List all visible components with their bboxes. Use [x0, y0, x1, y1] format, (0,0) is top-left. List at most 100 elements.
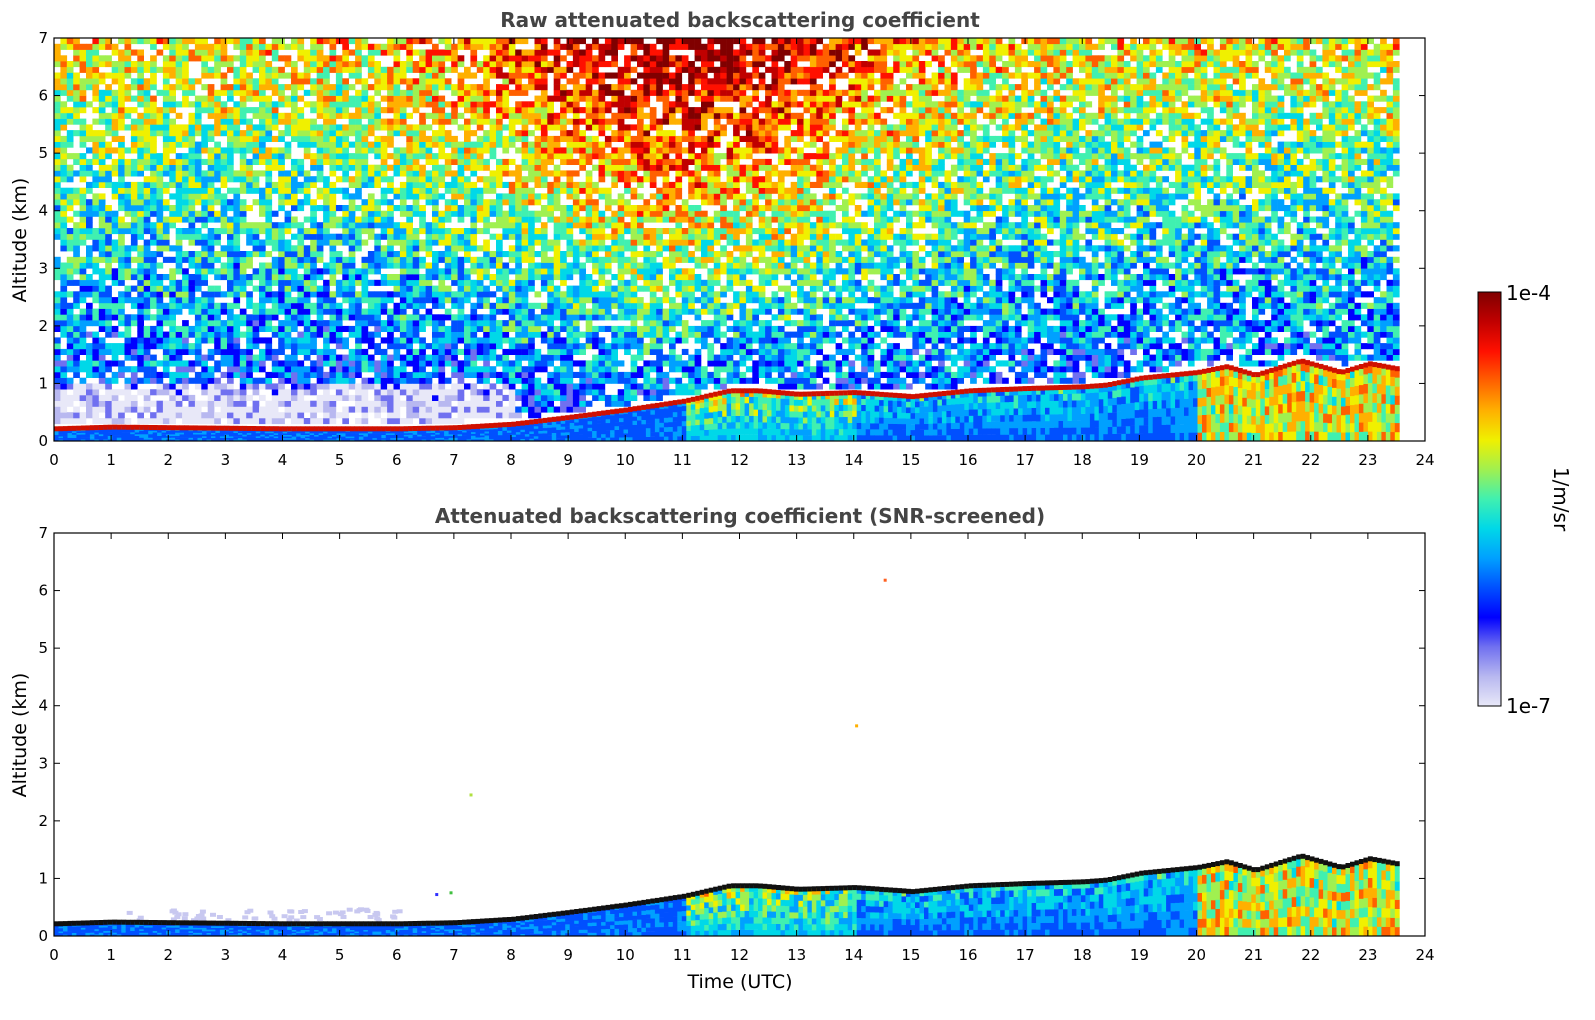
noise-cell [233, 101, 241, 108]
noise-cell [624, 72, 631, 79]
noise-cell [239, 216, 247, 223]
noise-cell [438, 337, 446, 344]
noise-cell [252, 181, 260, 188]
noise-cell [592, 66, 599, 73]
noise-cell [188, 176, 196, 183]
noise-cell [547, 158, 554, 165]
noise-cell [207, 297, 215, 304]
noise-cell [188, 199, 196, 206]
noise-cell [585, 89, 593, 96]
noise-cell [105, 228, 112, 235]
noise-cell [207, 112, 215, 119]
noise-cell [528, 262, 535, 269]
noise-cell [553, 124, 561, 131]
noise-cell [560, 256, 567, 263]
noise-cell [278, 118, 285, 125]
noise-cell [489, 66, 497, 73]
noise-cell [227, 256, 234, 263]
noise-cell [239, 291, 247, 298]
noise-cell [175, 279, 183, 286]
noise-cell [137, 135, 144, 142]
noise-cell [508, 279, 516, 286]
noise-cell [521, 164, 529, 171]
noise-cell [60, 239, 68, 246]
noise-cell [425, 228, 433, 235]
noise-cell [598, 130, 606, 137]
noise-cell [60, 89, 68, 96]
noise-cell [361, 256, 369, 263]
noise-cell [451, 314, 458, 321]
noise-cell [130, 107, 138, 114]
noise-cell [361, 130, 369, 137]
noise-cell [86, 233, 93, 240]
noise-cell [508, 297, 516, 304]
noise-cell [515, 256, 522, 263]
noise-cell [496, 95, 503, 102]
noise-cell [470, 412, 478, 419]
noise-cell [220, 383, 228, 390]
noise-cell [66, 84, 74, 91]
noise-cell [508, 389, 516, 396]
noise-cell [182, 130, 189, 137]
noise-cell [207, 366, 215, 373]
noise-cell [348, 118, 356, 125]
noise-cell [98, 302, 106, 309]
noise-cell [323, 187, 330, 194]
noise-cell [259, 228, 266, 235]
noise-cell [470, 55, 478, 62]
noise-cell [54, 72, 61, 79]
noise-cell [585, 49, 593, 56]
noise-cell [239, 181, 247, 188]
noise-cell [387, 394, 394, 401]
noise-cell [534, 43, 542, 50]
noise-cell [374, 147, 381, 154]
noise-cell [566, 354, 574, 361]
noise-cell [111, 308, 119, 315]
noise-cell [521, 394, 529, 401]
noise-cell [387, 89, 394, 96]
noise-cell [278, 320, 285, 327]
noise-cell [252, 406, 260, 413]
noise-cell [118, 84, 125, 91]
noise-cell [73, 418, 80, 425]
noise-cell [233, 274, 241, 281]
noise-cell [553, 72, 561, 79]
noise-cell [425, 222, 433, 229]
noise-cell [617, 158, 625, 165]
noise-cell [143, 389, 151, 396]
noise-cell [207, 337, 215, 344]
noise-cell [66, 78, 74, 85]
noise-cell [303, 331, 311, 338]
noise-cell [553, 112, 561, 119]
noise-cell [207, 418, 215, 425]
noise-cell [630, 164, 638, 171]
noise-cell [291, 360, 298, 367]
noise-cell [246, 412, 253, 419]
noise-cell [419, 101, 426, 108]
noise-cell [182, 89, 189, 96]
noise-cell [540, 274, 548, 281]
noise-cell [592, 389, 599, 396]
noise-cell [374, 268, 381, 275]
noise-cell [560, 205, 567, 212]
noise-cell [367, 210, 375, 217]
noise-cell [143, 78, 151, 85]
noise-cell [259, 141, 266, 148]
noise-cell [566, 406, 574, 413]
noise-cell [66, 228, 74, 235]
noise-cell [553, 181, 561, 188]
noise-cell [233, 135, 241, 142]
noise-cell [246, 55, 253, 62]
noise-cell [284, 279, 292, 286]
noise-cell [579, 216, 586, 223]
noise-cell [476, 302, 484, 309]
noise-cell [585, 279, 593, 286]
noise-cell [496, 297, 503, 304]
noise-cell [598, 256, 606, 263]
noise-cell [432, 228, 439, 235]
noise-cell [630, 228, 638, 235]
noise-cell [399, 366, 407, 373]
noise-cell [515, 251, 522, 258]
noise-cell [515, 314, 522, 321]
noise-cell [585, 383, 593, 390]
